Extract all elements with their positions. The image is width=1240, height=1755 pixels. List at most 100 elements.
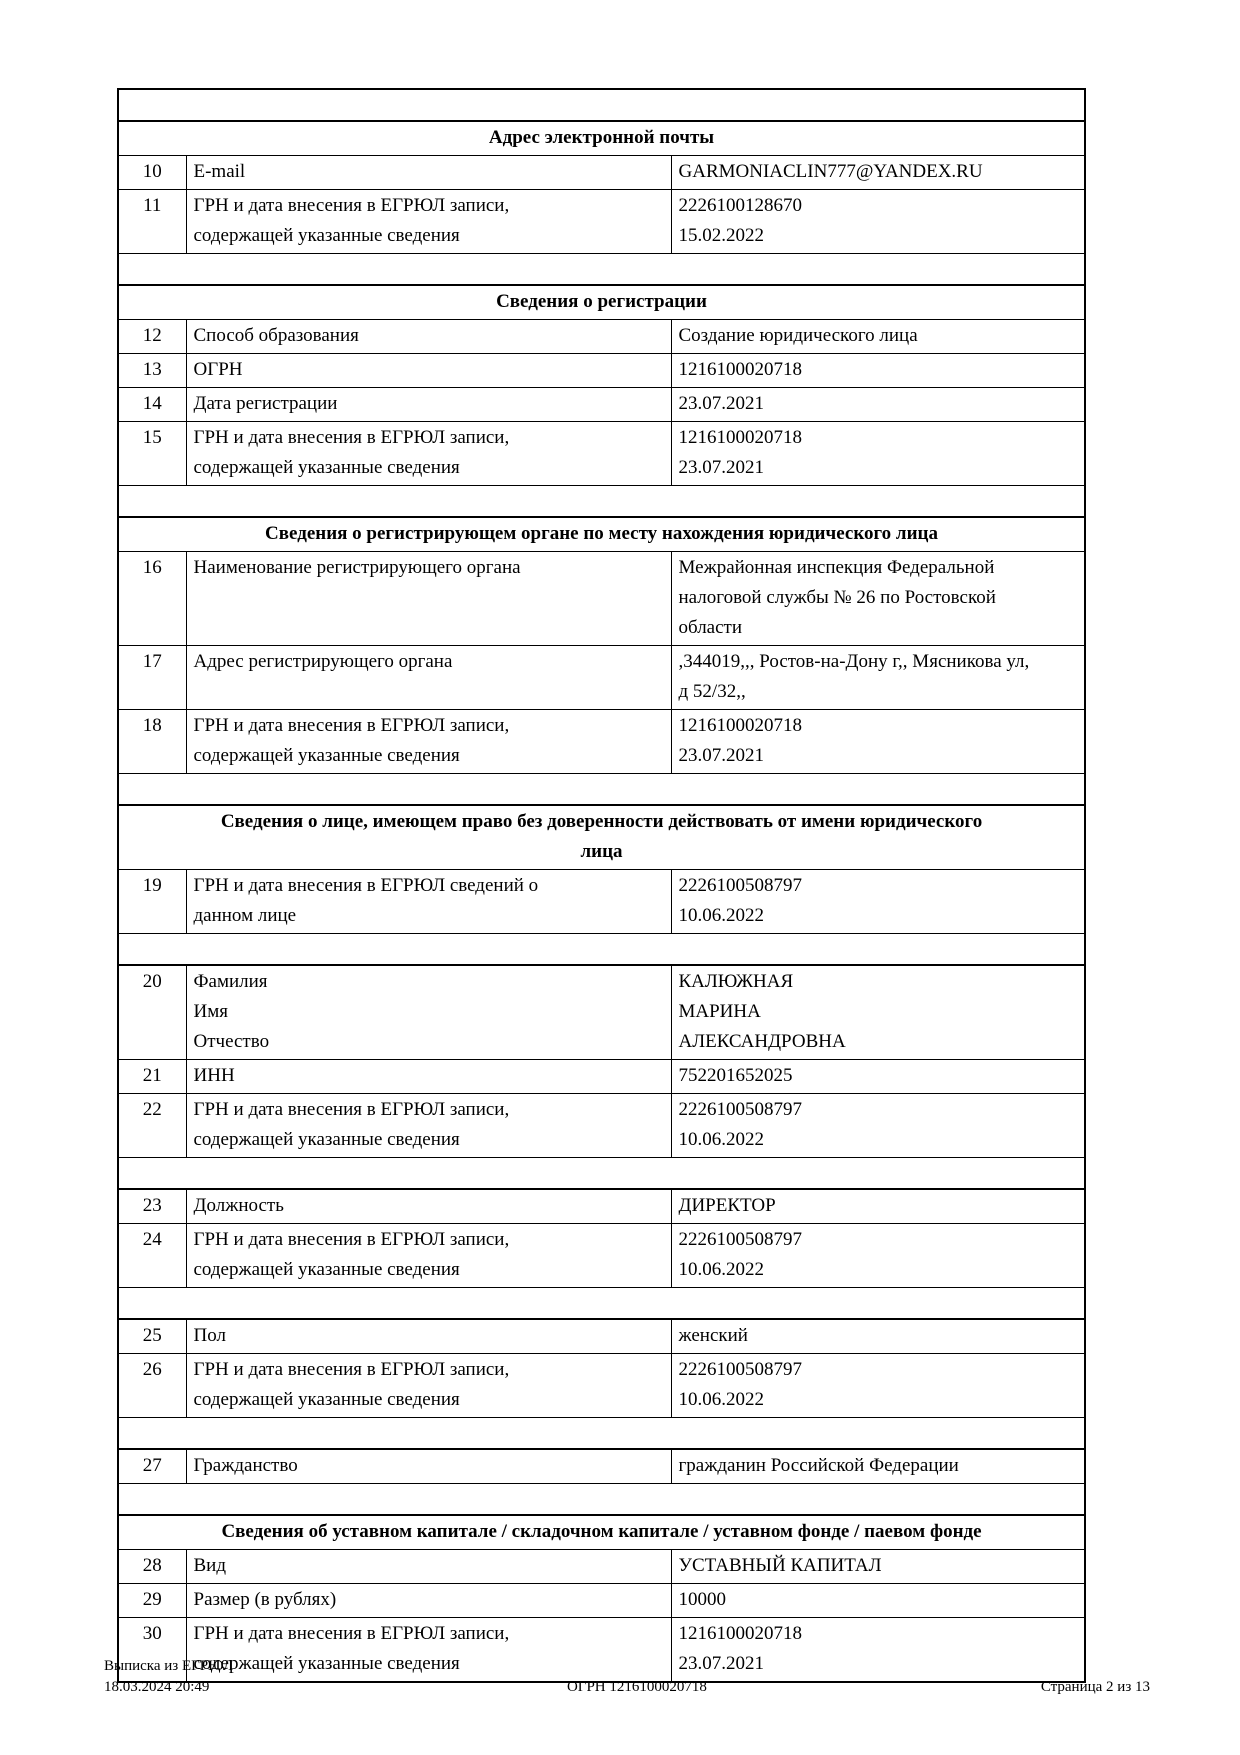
table-row: 25 Пол женский [117,1318,1086,1354]
section-header-row: Адрес электронной почты [116,120,1087,156]
cell-text-line: Должность [193,1195,284,1216]
page-footer: Выписка из ЕГРЮЛ 18.03.2024 20:49 ОГРН 1… [104,1656,1150,1698]
cell-text-line: содержащей указанные сведения [193,1389,460,1410]
row-label-cell: ГРН и дата внесения в ЕГРЮЛ записи, содер… [185,1223,672,1288]
row-label-cell: Размер (в рублях) [185,1583,672,1618]
cell-text-line: Сведения об уставном капитале / складочн… [221,1521,982,1542]
row-number-cell: 24 [117,1223,187,1288]
row-value-cell: 2226100508797 10.06.2022 [670,1223,1086,1288]
cell-text-line: ИНН [193,1065,235,1086]
footer-ogrn: ОГРН 1216100020718 [566,1679,707,1695]
cell-text-line: 2226100508797 [678,1229,803,1250]
cell-text-line: женский [678,1325,748,1346]
table-row: 12 Способ образования Создание юридическог… [117,319,1086,354]
row-number-cell: 21 [117,1059,187,1094]
cell-text-line: данном лице [193,905,297,926]
row-number-cell: 19 [117,869,187,934]
row-value-cell: Межрайонная инспекция Федеральной налогов… [670,551,1086,646]
cell-text-line: Адрес электронной почты [488,127,715,148]
table-row: 21 ИНН 752201652025 [117,1059,1086,1094]
row-label-cell: Вид [185,1549,672,1584]
table-row: 18 ГРН и дата внесения в ЕГРЮЛ записи, сод… [117,709,1086,774]
table-row: 23 Должность ДИРЕКТОР [117,1188,1086,1224]
row-number-cell: 17 [117,645,187,710]
row-value-cell: 1216100020718 23.07.2021 [670,421,1086,486]
row-number-cell: 16 [117,551,187,646]
cell-text-line: МАРИНА [678,1001,761,1022]
cell-text-line: Способ образования [193,325,359,346]
cell-text-line: 1216100020718 [678,1623,803,1644]
row-number-cell: 27 [117,1448,187,1484]
cell-text-line: Имя [193,1001,228,1022]
spacer-row [116,253,1087,286]
row-number-cell: 20 [117,964,187,1060]
row-value-cell: ,344019,,, Ростов-на-Дону г,, Мясникова … [670,645,1086,710]
spacer-cell [116,88,1087,122]
row-number-cell: 15 [117,421,187,486]
cell-text-line: Дата регистрации [193,393,338,414]
row-value-cell: 23.07.2021 [670,387,1086,422]
cell-text-line: содержащей указанные сведения [193,1259,460,1280]
table-row: 19 ГРН и дата внесения в ЕГРЮЛ сведений о… [117,869,1086,934]
cell-text-line: Вид [193,1555,227,1576]
cell-text-line: ГРН и дата внесения в ЕГРЮЛ записи, [193,1359,510,1380]
table-row: 30 ГРН и дата внесения в ЕГРЮЛ записи, сод… [117,1617,1086,1683]
cell-text-line: ГРН и дата внесения в ЕГРЮЛ записи, [193,195,510,216]
egrul-table: Адрес электронной почты 10 E-mail GARMONIAC… [116,88,1087,1683]
table-row: 22 ГРН и дата внесения в ЕГРЮЛ записи, сод… [117,1093,1086,1158]
table-row: 24 ГРН и дата внесения в ЕГРЮЛ записи, сод… [117,1223,1086,1288]
cell-text-line: 1216100020718 [678,715,803,736]
row-value-cell: 10000 [670,1583,1086,1618]
cell-text-line: 2226100508797 [678,1359,803,1380]
cell-text-line: АЛЕКСАНДРОВНА [678,1031,846,1052]
spacer-row [116,1157,1087,1190]
cell-text-line: д 52/32,, [678,681,746,702]
row-value-cell: 2226100508797 10.06.2022 [670,1353,1086,1418]
cell-text-line: 10.06.2022 [678,1259,765,1280]
row-number-cell: 11 [117,189,187,254]
footer-left-block: Выписка из ЕГРЮЛ 18.03.2024 20:49 [104,1656,233,1698]
row-number-cell: 12 [117,319,187,354]
row-value-cell: ДИРЕКТОР [670,1188,1086,1224]
row-label-cell: E-mail [185,155,672,190]
table-row: 28 Вид УСТАВНЫЙ КАПИТАЛ [117,1549,1086,1584]
row-value-cell: женский [670,1318,1086,1354]
spacer-row [116,1417,1087,1450]
row-number-cell: 18 [117,709,187,774]
cell-text-line: ГРН и дата внесения в ЕГРЮЛ записи, [193,427,510,448]
table-row: 27 Гражданство гражданин Российской Федера… [117,1448,1086,1484]
row-value-cell: 2226100128670 15.02.2022 [670,189,1086,254]
cell-text-line: КАЛЮЖНАЯ [678,971,794,992]
cell-text-line: 23.07.2021 [678,745,765,766]
section-header: Сведения о лице, имеющем право без довер… [116,804,1087,870]
row-label-cell: ГРН и дата внесения в ЕГРЮЛ записи, содер… [185,189,672,254]
section-header-row: Сведения о регистрирующем органе по мест… [116,516,1087,552]
section-header-row: Сведения об уставном капитале / складочн… [116,1514,1087,1550]
row-label-cell: Адрес регистрирующего органа [185,645,672,710]
spacer-row [116,933,1087,966]
section-header-row: Сведения о регистрации [116,284,1087,320]
table-row: 16 Наименование регистрирующего органа Меж… [117,551,1086,646]
cell-text-line: УСТАВНЫЙ КАПИТАЛ [678,1555,882,1576]
spacer-row [116,1483,1087,1516]
row-number-cell: 28 [117,1549,187,1584]
cell-text-line: 23.07.2021 [678,1653,765,1674]
section-header: Сведения о регистрирующем органе по мест… [116,516,1087,552]
section-header: Сведения о регистрации [116,284,1087,320]
cell-text-line: 752201652025 [678,1065,793,1086]
row-label-cell: Должность [185,1188,672,1224]
spacer-cell [116,253,1087,286]
cell-text-line: содержащей указанные сведения [193,1653,460,1674]
table-row: 14 Дата регистрации 23.07.2021 [117,387,1086,422]
cell-text-line: 10.06.2022 [678,905,765,926]
table-row: 11 ГРН и дата внесения в ЕГРЮЛ записи, сод… [117,189,1086,254]
row-value-cell: 752201652025 [670,1059,1086,1094]
cell-text-line: ГРН и дата внесения в ЕГРЮЛ записи, [193,1623,510,1644]
cell-text-line: 1216100020718 [678,359,803,380]
row-label-cell: ОГРН [185,353,672,388]
cell-text-line: Межрайонная инспекция Федеральной [678,557,995,578]
spacer-row [116,1287,1087,1320]
cell-text-line: налоговой службы № 26 по Ростовской [678,587,996,608]
cell-text-line: содержащей указанные сведения [193,1129,460,1150]
cell-text-line: ГРН и дата внесения в ЕГРЮЛ записи, [193,1099,510,1120]
